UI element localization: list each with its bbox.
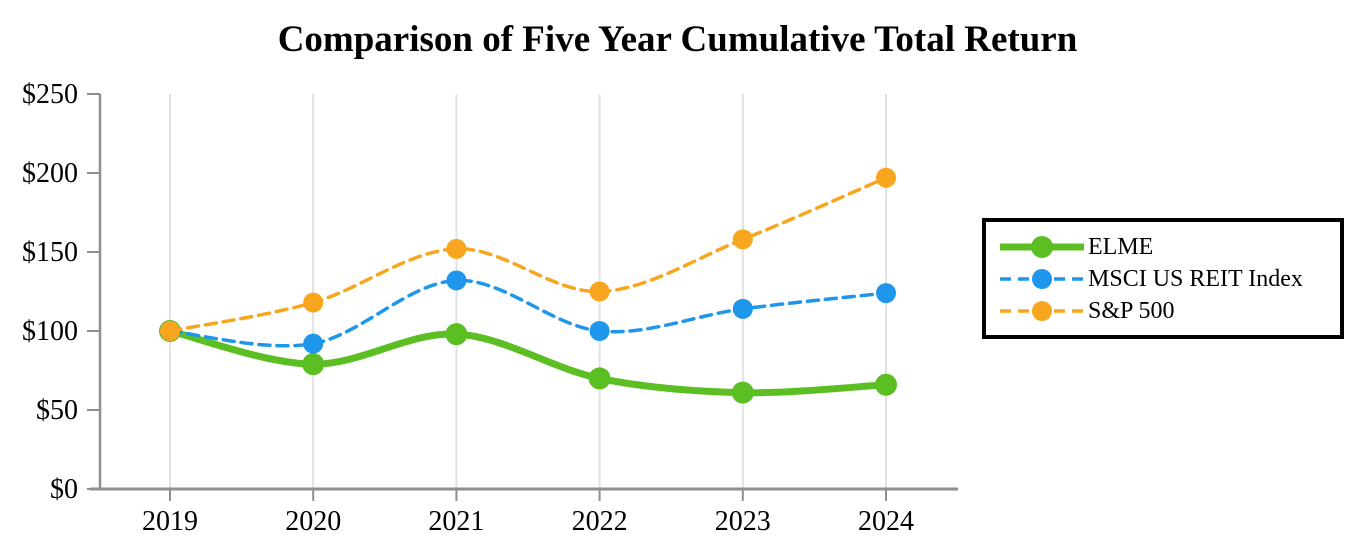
- chart-legend: ELME MSCI US REIT Index S&P 500: [982, 218, 1344, 339]
- data-point-marker: [589, 281, 610, 302]
- x-tick-label: 2020: [285, 506, 341, 537]
- y-tick-label: $100: [22, 316, 78, 347]
- data-point-marker: [876, 167, 896, 188]
- x-tick-label: 2023: [715, 506, 771, 537]
- x-tick-label: 2022: [572, 506, 628, 537]
- y-tick-label: $250: [22, 79, 78, 110]
- legend-label-sp500: S&P 500: [1088, 297, 1175, 324]
- data-point-marker: [446, 270, 467, 291]
- sp500-line-sample-icon: [1000, 300, 1084, 321]
- x-tick-label: 2019: [142, 506, 198, 537]
- legend-item-msci-us-reit-index: MSCI US REIT Index: [986, 263, 1340, 295]
- elme-line-sample-icon: [1000, 235, 1084, 258]
- chart-title: Comparison of Five Year Cumulative Total…: [277, 19, 1078, 60]
- data-point-marker: [446, 238, 467, 259]
- y-tick-label: $200: [22, 158, 78, 189]
- legend-label-msci-us-reit-index: MSCI US REIT Index: [1088, 265, 1303, 292]
- series-line-1: [168, 278, 888, 348]
- x-tick-label: 2024: [858, 506, 914, 537]
- series-line-0: [166, 327, 890, 397]
- data-point-marker: [589, 321, 610, 341]
- data-point-marker: [588, 367, 611, 390]
- series-line-2: [168, 175, 888, 333]
- data-point-marker: [160, 321, 180, 341]
- data-point-marker: [303, 333, 324, 354]
- data-point-marker: [303, 292, 324, 313]
- data-point-marker: [876, 283, 896, 304]
- legend-label-elme: ELME: [1088, 233, 1154, 260]
- y-tick-label: $150: [22, 237, 78, 268]
- data-point-marker: [732, 229, 753, 250]
- data-point-marker: [875, 373, 897, 396]
- data-point-marker: [302, 353, 325, 376]
- data-point-marker: [445, 323, 468, 346]
- legend-item-sp500: S&P 500: [986, 295, 1340, 327]
- data-point-marker: [732, 298, 753, 319]
- y-tick-label: $0: [50, 474, 78, 505]
- y-tick-label: $50: [36, 395, 78, 426]
- x-tick-label: 2021: [428, 506, 484, 537]
- legend-item-elme: ELME: [986, 231, 1340, 263]
- data-point-marker: [731, 381, 754, 404]
- msci-line-sample-icon: [1000, 268, 1084, 289]
